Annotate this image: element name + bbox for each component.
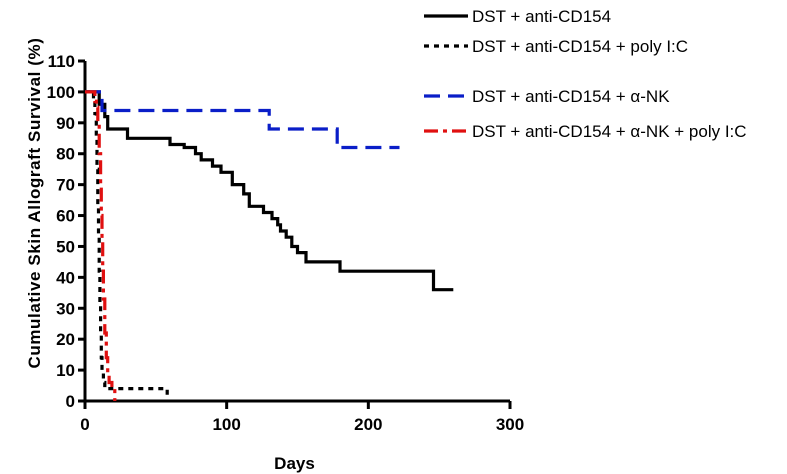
y-tick-label: 10	[56, 361, 75, 380]
x-axis-title: Days	[274, 454, 315, 473]
legend-label-3: DST + anti-CD154 + α-NK	[472, 87, 670, 106]
legend-label-1: DST + anti-CD154	[472, 7, 611, 26]
legend: DST + anti-CD154 DST + anti-CD154 + poly …	[424, 7, 747, 141]
legend-label-2: DST + anti-CD154 + poly I:C	[472, 37, 688, 56]
y-axis-title: Cumulative Skin Allograft Survival (%)	[25, 37, 44, 368]
x-tick-label: 0	[80, 415, 89, 434]
series-line-1	[85, 90, 454, 292]
x-tick-label: 300	[496, 415, 524, 434]
x-tick-label: 200	[354, 415, 382, 434]
y-tick-label: 110	[48, 52, 75, 71]
legend-label-4: DST + anti-CD154 + α-NK + poly I:C	[472, 122, 747, 141]
y-tick-label: 100	[47, 83, 75, 102]
y-tick-label: 20	[56, 330, 75, 349]
x-tick-label: 100	[212, 415, 240, 434]
axes: 0 10 20 30 40 50 60 70 80 90 100 110 0 100 200 300	[47, 52, 525, 434]
y-tick-label: 50	[56, 237, 75, 256]
y-tick-label: 40	[56, 268, 75, 287]
series-lines	[85, 90, 454, 401]
series-line-2	[85, 90, 169, 401]
y-tick-label: 60	[56, 207, 75, 226]
y-tick-label: 90	[56, 114, 75, 133]
y-tick-label: 0	[66, 392, 75, 411]
y-tick-label: 30	[56, 299, 75, 318]
series-line-4	[85, 90, 117, 401]
y-tick-label: 80	[56, 145, 75, 164]
y-tick-label: 70	[56, 176, 75, 195]
